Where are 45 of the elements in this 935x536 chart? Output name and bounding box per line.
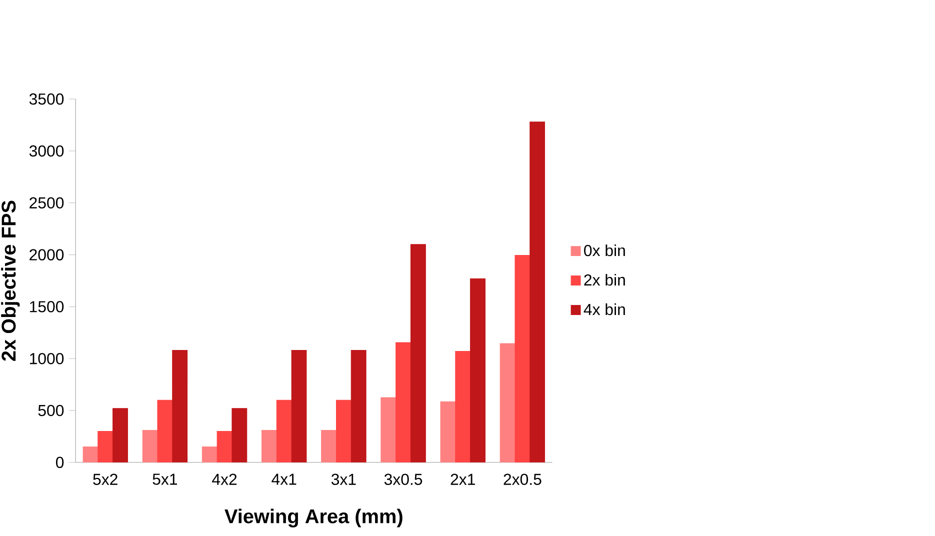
x-tick-label: 2x0.5 — [504, 474, 542, 485]
legend-label: 2x bin — [584, 274, 625, 286]
bar — [112, 408, 128, 462]
bar — [440, 401, 456, 462]
bar — [350, 350, 366, 462]
bar — [291, 350, 307, 462]
legend-label: 4x bin — [584, 303, 625, 316]
bar — [172, 350, 188, 462]
x-tick-label: 5x1 — [152, 474, 177, 485]
bar — [514, 254, 530, 462]
x-tick-label: 3x0.5 — [384, 474, 422, 485]
legend-label: 0x bin — [584, 244, 625, 256]
bar — [157, 400, 173, 462]
bar — [98, 430, 114, 462]
bar — [455, 351, 471, 462]
bar — [142, 430, 158, 462]
x-tick-label: 4x1 — [272, 474, 296, 485]
y-tick-label: 3500 — [29, 93, 64, 105]
y-axis-title: 2x Objective FPS — [1, 200, 20, 361]
x-tick-label: 2x1 — [450, 474, 475, 485]
bar — [530, 122, 546, 462]
bar — [321, 430, 337, 462]
y-tick-label: 1500 — [30, 301, 64, 312]
bar — [470, 278, 486, 462]
bar — [262, 430, 277, 462]
x-tick-label: 5x2 — [93, 474, 118, 485]
bar — [336, 400, 352, 462]
bar — [500, 343, 516, 462]
x-axis-title: Viewing Area (mm) — [224, 508, 402, 528]
bar — [410, 244, 426, 462]
y-tick-label: 0 — [56, 456, 64, 468]
y-tick-label: 3000 — [29, 145, 64, 157]
bar — [380, 397, 396, 462]
bar — [202, 446, 218, 462]
x-tick-label: 3x1 — [331, 474, 356, 485]
y-tick-label: 1000 — [30, 352, 64, 364]
y-tick-label: 500 — [38, 404, 64, 416]
bar — [82, 446, 98, 462]
y-tick-label: 2000 — [30, 249, 64, 260]
y-tick-label: 2500 — [30, 197, 64, 208]
bar — [232, 408, 248, 462]
bar — [276, 400, 292, 462]
x-tick-label: 4x2 — [212, 474, 237, 485]
bar — [216, 430, 232, 462]
bar — [396, 342, 411, 462]
